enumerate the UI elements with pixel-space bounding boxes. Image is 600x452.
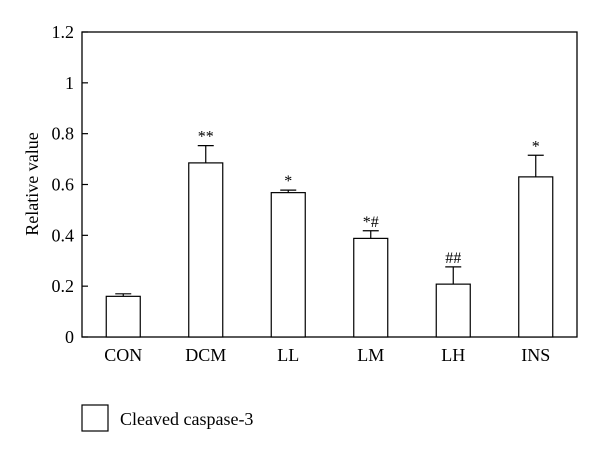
y-tick-label: 1 [65, 73, 74, 93]
x-tick-label: LL [277, 345, 299, 365]
y-tick-label: 0.8 [52, 124, 75, 144]
x-tick-label: LH [441, 345, 465, 365]
x-tick-label: DCM [185, 345, 226, 365]
bar [105, 295, 141, 338]
bar [353, 237, 389, 338]
significance-label: ## [445, 250, 461, 267]
plot-area: 0 0.2 0.4 0.6 0.8 1 1.2 CON ** DCM * LL *# LM ## LH * INS [52, 22, 578, 365]
legend-swatch [81, 404, 109, 432]
y-tick-label: 0.6 [52, 175, 75, 195]
significance-label: * [284, 173, 292, 190]
legend: Cleaved caspase-3 [81, 404, 253, 432]
bar [518, 176, 554, 338]
legend-label: Cleaved caspase-3 [120, 409, 253, 429]
significance-label: * [532, 138, 540, 155]
x-tick-label: INS [521, 345, 550, 365]
y-tick-label: 0.2 [52, 276, 75, 296]
y-axis-title: Relative value [22, 132, 42, 235]
y-tick-label: 0.4 [52, 225, 75, 245]
x-tick-label: LM [357, 345, 384, 365]
axes-frame [81, 31, 578, 338]
significance-label: ** [198, 129, 214, 146]
bar [270, 192, 306, 338]
x-tick-label: CON [104, 345, 142, 365]
significance-label: *# [363, 214, 379, 231]
y-tick-label: 1.2 [52, 22, 75, 42]
bar [435, 283, 471, 338]
bar [188, 162, 224, 338]
y-tick-label: 0 [65, 327, 74, 347]
